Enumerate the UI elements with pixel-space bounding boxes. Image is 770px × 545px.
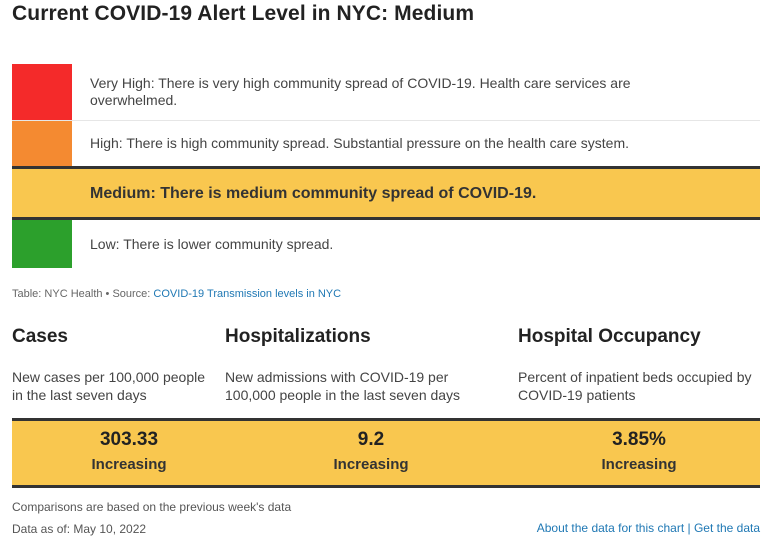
- source-prefix: Table: NYC Health • Source:: [12, 288, 154, 300]
- hospitalizations-value: 9.2: [357, 429, 385, 450]
- hospital-occupancy-description: Percent of inpatient beds occupied by CO…: [518, 369, 752, 403]
- hospitalizations-description: New admissions with COVID-19 per 100,000…: [225, 369, 461, 403]
- hospitalizations-card: 9.2 Increasing: [271, 421, 471, 473]
- get-data-link[interactable]: Get the data: [693, 521, 760, 535]
- hospital-occupancy-card: 3.85% Increasing: [539, 421, 739, 473]
- page-title: Current COVID-19 Alert Level in NYC: Med…: [12, 2, 475, 25]
- level-text-very-high: Very High: There is very high community …: [90, 75, 631, 108]
- link-separator: |: [684, 521, 694, 535]
- level-text-high: High: There is high community spread. Su…: [90, 135, 630, 151]
- hospital-occupancy-value: 3.85%: [612, 429, 666, 450]
- cases-value: 303.33: [99, 429, 159, 450]
- level-row-high: High: There is high community spread. Su…: [12, 120, 760, 166]
- level-row-low: Low: There is lower community spread.: [12, 220, 760, 268]
- cases-heading: Cases: [12, 326, 68, 347]
- hospitalizations-trend: Increasing: [333, 456, 409, 473]
- level-text-low: Low: There is lower community spread.: [90, 235, 334, 252]
- data-as-of: Data as of: May 10, 2022: [12, 522, 147, 536]
- hospital-occupancy-heading: Hospital Occupancy: [518, 326, 701, 347]
- high-swatch: [12, 121, 72, 166]
- table-source: Table: NYC Health • Source: COVID-19 Tra…: [12, 288, 341, 300]
- source-link[interactable]: COVID-19 Transmission levels in NYC: [153, 288, 342, 300]
- alert-level-table: Very High: There is very high community …: [12, 64, 760, 268]
- comparison-note: Comparisons are based on the previous we…: [12, 500, 292, 514]
- about-data-link[interactable]: About the data for this chart: [536, 521, 685, 535]
- cases-card: 303.33 Increasing: [29, 421, 229, 473]
- level-row-very-high: Very High: There is very high community …: [12, 64, 760, 120]
- low-swatch: [12, 220, 72, 268]
- level-row-medium: Medium: There is medium community spread…: [12, 166, 760, 220]
- footer-links: About the data for this chart | Get the …: [537, 521, 760, 535]
- cases-description: New cases per 100,000 people in the last…: [12, 369, 206, 403]
- hospital-occupancy-trend: Increasing: [601, 456, 677, 473]
- stats-cards: 303.33 Increasing 9.2 Increasing 3.85% I…: [12, 418, 760, 488]
- very-high-swatch: [12, 64, 72, 120]
- medium-swatch: [12, 169, 72, 217]
- hospitalizations-heading: Hospitalizations: [225, 326, 371, 347]
- cases-trend: Increasing: [91, 456, 167, 473]
- level-text-medium: Medium: There is medium community spread…: [90, 184, 537, 202]
